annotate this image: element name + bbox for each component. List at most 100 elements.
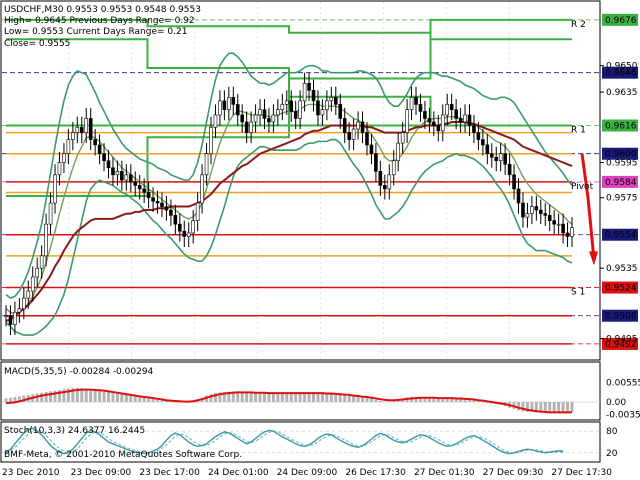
candle-body	[458, 118, 463, 123]
candle-body	[391, 160, 396, 176]
candle-body	[26, 290, 31, 299]
stoch-title: Stoch(10,3,3) 24.6377 16.2445	[4, 426, 145, 436]
fast-ma	[5, 103, 573, 315]
candle-body	[307, 82, 311, 91]
macd-bar	[329, 393, 333, 403]
tick-label: 0.9575	[606, 194, 638, 204]
candle-body	[298, 100, 302, 119]
macd-bar	[463, 399, 467, 403]
candle-body	[53, 174, 57, 204]
candle-body	[445, 104, 450, 116]
candle-body	[525, 213, 530, 218]
macd-bar	[164, 400, 168, 403]
macd-bar	[102, 391, 106, 403]
tick-label: 0.9535	[606, 264, 638, 274]
level-label-text: 0.9554	[605, 231, 637, 241]
macd-bar	[240, 391, 244, 403]
macd-bar	[352, 396, 356, 403]
macd-bar	[418, 397, 422, 403]
candle-body	[178, 223, 182, 232]
macd-bar	[142, 397, 146, 403]
level-label-text: 0.9646	[605, 69, 637, 79]
candle-body	[169, 209, 173, 216]
macd-bar	[169, 401, 173, 403]
candle-body	[530, 206, 534, 214]
macd-bar	[369, 398, 373, 403]
candle-body	[378, 171, 383, 186]
candle-body	[191, 220, 195, 234]
candle-body	[561, 223, 565, 234]
candle-body	[17, 308, 22, 313]
level-label-text: 0.9492	[605, 340, 637, 350]
level-label-box	[602, 13, 638, 26]
candle-body	[218, 100, 222, 116]
candle-body	[547, 215, 552, 221]
stoch-tick-label: 20	[606, 449, 618, 459]
macd-bar	[205, 395, 209, 403]
macd-bar	[343, 395, 347, 403]
macd-bar	[467, 399, 471, 403]
macd-bar	[80, 388, 84, 403]
macd-bar	[450, 398, 454, 403]
macd-bar	[566, 402, 570, 412]
macd-bar	[133, 396, 137, 403]
pivot-tag: Pivot	[571, 182, 594, 192]
candle-body	[30, 276, 35, 292]
pivot-green-line	[6, 18, 572, 197]
level-label-box	[602, 337, 638, 350]
macd-bar	[525, 402, 529, 412]
candle-body	[383, 185, 387, 190]
macd-bar	[454, 398, 458, 403]
candle-body	[35, 267, 39, 278]
macd-bar	[160, 400, 164, 403]
price-panel[interactable]	[0, 0, 601, 361]
candle-body	[284, 100, 289, 105]
candle-body	[84, 118, 89, 133]
symbol-line: USDCHF,M30 0.9553 0.9553 0.9548 0.9553	[4, 5, 201, 15]
arrow-line	[580, 153, 596, 260]
candle-body	[75, 126, 80, 133]
candle-body	[88, 118, 93, 140]
macd-bar	[129, 395, 133, 403]
candle-body	[360, 121, 365, 133]
candle-body	[276, 109, 280, 116]
pivot-tags: R 2 R 1 Pivot S 1	[571, 20, 594, 298]
macd-bar	[8, 397, 12, 403]
macd-bar	[40, 392, 44, 403]
macd-bar	[4, 398, 8, 403]
level-label-box	[602, 66, 638, 79]
candle-body	[521, 202, 525, 218]
macd-tick-label: 0.00	[606, 398, 626, 408]
macd-bar	[120, 394, 124, 403]
bollinger-bands	[5, 52, 573, 336]
copyright: BMF-Meta, © 2001-2010 MetaQuotes Softwar…	[4, 450, 242, 460]
candle-body	[93, 139, 97, 146]
candle-body	[311, 89, 316, 102]
macd-bar	[476, 401, 480, 403]
macd-bar	[548, 402, 552, 413]
candle-body	[244, 121, 249, 133]
candle-body	[449, 104, 454, 110]
candle-body	[498, 153, 503, 162]
macd-bar	[383, 401, 387, 403]
macd-bar	[89, 389, 93, 403]
macd-bar	[124, 395, 128, 403]
candle-body	[249, 121, 253, 133]
level-label-text: 0.9676	[605, 16, 637, 26]
candle-body	[289, 100, 294, 112]
stoch-panel[interactable]	[0, 421, 601, 463]
candle-body	[120, 171, 124, 181]
macd-bar	[432, 398, 436, 403]
macd-bar	[147, 398, 151, 403]
macd-bar	[267, 393, 271, 403]
candle-body	[106, 160, 111, 169]
macd-title: MACD(5,35,5) -0.00284 -0.00294	[4, 367, 154, 377]
level-label-box	[602, 119, 638, 132]
macd-bar	[427, 397, 431, 403]
macd-bar	[441, 398, 445, 403]
candle-body	[137, 185, 142, 190]
candle-body	[280, 104, 285, 110]
macd-bar	[534, 402, 538, 413]
candle-body	[111, 167, 115, 176]
